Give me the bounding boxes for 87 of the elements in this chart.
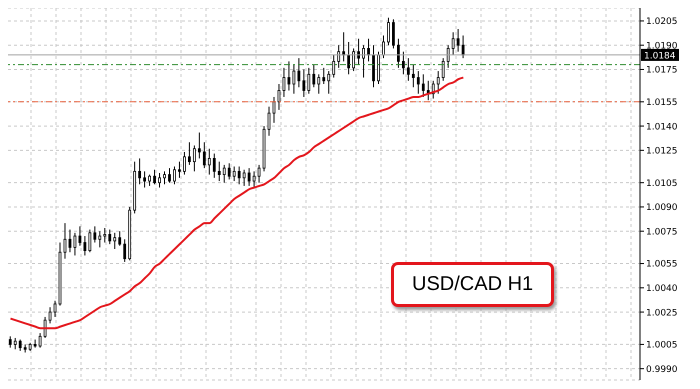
y-tick-label: 1.0140 xyxy=(646,122,678,132)
candlestick xyxy=(202,142,206,169)
candlestick xyxy=(367,38,370,62)
candlestick xyxy=(198,132,201,159)
y-tick-label: 1.0055 xyxy=(646,260,678,270)
candlestick xyxy=(362,44,365,78)
candlestick xyxy=(462,34,464,59)
candlestick xyxy=(183,151,186,176)
candlestick xyxy=(123,238,126,262)
candlestick xyxy=(412,64,415,88)
candlestick xyxy=(322,67,326,85)
candlestick xyxy=(272,96,276,124)
candlestick xyxy=(8,336,12,348)
candlestick xyxy=(252,170,256,188)
candlestick xyxy=(436,70,440,94)
candlestick xyxy=(44,316,46,338)
candlestick xyxy=(178,161,181,178)
candlestick xyxy=(347,41,350,75)
candlestick xyxy=(74,232,76,256)
y-tick-label: 0.9990 xyxy=(646,364,678,375)
y-tick-label: 1.0090 xyxy=(646,203,678,214)
candlestick xyxy=(83,236,86,256)
candlestick xyxy=(98,230,102,248)
annotation: USD/CAD H1 xyxy=(391,262,554,307)
y-tick-label: 1.0005 xyxy=(646,340,678,351)
candlestick xyxy=(352,48,356,72)
candlestick xyxy=(108,229,112,245)
candlestick xyxy=(232,166,236,182)
candlestick xyxy=(422,74,425,98)
candlestick xyxy=(392,18,395,49)
y-tick-label: 1.0205 xyxy=(646,17,678,28)
candlestick xyxy=(192,144,196,172)
y-tick-label: 1.0105 xyxy=(646,178,678,189)
candlestick xyxy=(317,74,320,94)
candlestick xyxy=(302,68,306,98)
candlestick xyxy=(248,168,251,186)
candlestick xyxy=(297,58,300,88)
candlestick xyxy=(292,64,296,94)
candlestick xyxy=(218,161,221,182)
candlestick xyxy=(143,170,146,188)
y-tick-label: 1.0190 xyxy=(646,41,678,52)
candlestick xyxy=(222,164,226,184)
candlestick xyxy=(14,337,17,350)
y-tick-label: 1.0155 xyxy=(646,98,678,108)
candlestick xyxy=(282,67,286,98)
candlestick xyxy=(78,226,82,246)
candlestick xyxy=(406,58,410,82)
candlestick xyxy=(397,38,400,68)
candlestick xyxy=(357,38,360,66)
candlestick xyxy=(38,332,42,348)
candlestick xyxy=(138,158,142,185)
candlestick xyxy=(288,60,290,91)
candlestick xyxy=(158,172,161,188)
candlestick xyxy=(268,106,270,136)
candlestick xyxy=(163,170,166,185)
y-tick-label: 1.0075 xyxy=(646,227,678,238)
candlestick xyxy=(456,28,460,52)
candlestick xyxy=(228,162,231,180)
candlestick xyxy=(242,169,246,186)
candlestick xyxy=(402,51,405,75)
candlestick xyxy=(68,229,72,253)
candlestick xyxy=(307,67,310,94)
candlestick xyxy=(88,229,92,253)
candlestick xyxy=(258,164,260,184)
candlestick xyxy=(48,306,52,324)
candlestick xyxy=(188,142,191,166)
candlestick xyxy=(387,17,390,46)
candlestick xyxy=(208,148,211,176)
y-tick-label: 1.0025 xyxy=(646,308,678,318)
candlestick xyxy=(212,153,216,178)
candlestick xyxy=(153,169,156,185)
candlestick xyxy=(103,227,106,244)
candlestick xyxy=(113,232,116,250)
candlestick xyxy=(416,70,420,94)
candlestick xyxy=(173,166,176,185)
y-tick-label: 1.0040 xyxy=(646,284,678,294)
candlestick xyxy=(168,168,171,184)
candlestick xyxy=(312,64,316,88)
y-tick-label: 1.0125 xyxy=(646,146,678,157)
candlestick xyxy=(54,300,56,318)
y-tick-label: 1.0175 xyxy=(646,66,678,76)
ref-line-label: 1.0184 xyxy=(644,51,676,62)
candlestick xyxy=(64,222,66,260)
candlestick xyxy=(278,84,280,110)
candlestick xyxy=(148,174,151,186)
candlestick xyxy=(452,32,455,56)
candlestick xyxy=(382,34,385,59)
